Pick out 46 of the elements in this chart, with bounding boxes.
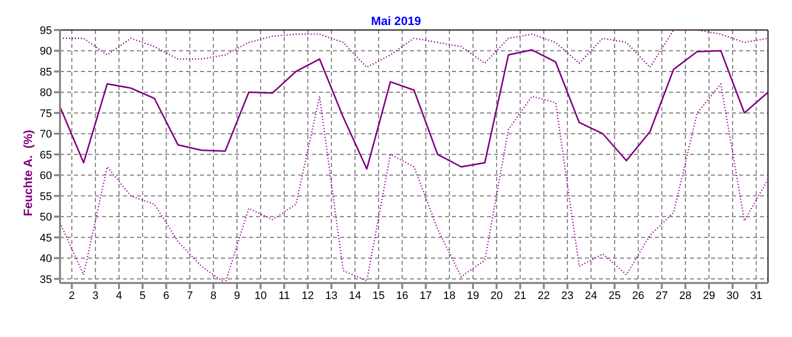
y-tick-label: 85 — [40, 66, 52, 78]
x-tick-label: 10 — [254, 290, 267, 302]
x-tick-label: 11 — [278, 290, 290, 302]
x-tick-label: 5 — [140, 290, 146, 302]
x-tick-label: 9 — [234, 290, 240, 302]
x-tick-label: 6 — [163, 290, 170, 302]
y-tick-label: 90 — [40, 46, 52, 58]
x-tick-label: 17 — [420, 290, 432, 302]
x-tick-label: 26 — [632, 290, 644, 302]
y-tick-label: 75 — [40, 108, 52, 120]
y-tick-label: 95 — [40, 24, 52, 37]
x-tick-label: 27 — [656, 290, 668, 302]
x-tick-label: 7 — [186, 290, 193, 302]
x-tick-label: 12 — [302, 290, 314, 302]
y-tick-label: 70 — [40, 128, 52, 141]
x-tick-label: 14 — [348, 290, 362, 302]
x-tick-label: 20 — [490, 290, 503, 302]
y-tick-label: 50 — [40, 212, 52, 224]
x-tick-label: 22 — [538, 290, 550, 302]
y-tick-label: 65 — [40, 149, 52, 162]
y-axis-title: Feuchte A. (%) — [21, 130, 36, 216]
x-tick-label: 23 — [561, 290, 574, 302]
x-tick-label: 29 — [702, 290, 716, 302]
x-tick-label: 30 — [726, 290, 739, 302]
x-tick-label: 21 — [514, 290, 526, 302]
x-tick-label: 19 — [466, 290, 480, 302]
y-tick-label: 80 — [40, 87, 52, 100]
x-tick-label: 8 — [210, 290, 216, 302]
x-tick-label: 15 — [372, 290, 385, 302]
x-tick-label: 16 — [396, 290, 408, 302]
x-tick-label: 25 — [608, 290, 621, 302]
x-tick-label: 2 — [68, 290, 75, 302]
chart-title: Mai 2019 — [370, 14, 422, 28]
line-series — [60, 49, 768, 170]
x-tick-label: 28 — [679, 290, 692, 302]
x-tick-label: 13 — [325, 290, 338, 302]
x-tick-label: 18 — [443, 290, 456, 302]
x-tick-label: 3 — [92, 290, 98, 302]
x-tick-label: 4 — [116, 290, 122, 302]
y-tick-label: 45 — [40, 232, 52, 244]
y-tick-label: 55 — [40, 190, 52, 203]
y-tick-label: 35 — [40, 274, 52, 286]
x-tick-label: 31 — [750, 290, 762, 302]
y-tick-label: 40 — [40, 253, 52, 266]
x-tick-label: 24 — [584, 290, 598, 302]
y-tick-label: 60 — [40, 170, 52, 182]
